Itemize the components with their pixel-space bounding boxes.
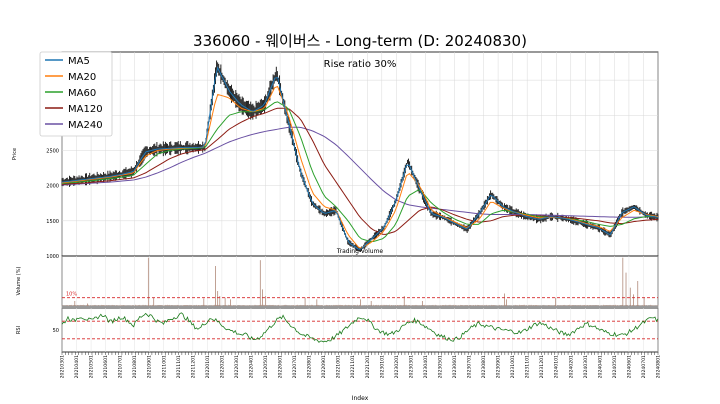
- x-tick-label: 20210801: [132, 355, 138, 378]
- x-minor-ticks: [61, 352, 659, 355]
- x-tick-label: 20210701: [118, 355, 124, 378]
- price-tick-label: 1000: [46, 254, 59, 260]
- x-tick-label: 20240601: [626, 355, 632, 378]
- rsi-panel: 50 RSI: [16, 307, 659, 353]
- price-panel: 100015002000250030003500PriceMA5MA20MA60…: [12, 51, 659, 260]
- x-tick-label: 20230801: [481, 355, 487, 378]
- x-tick-label: 20221101: [350, 355, 356, 378]
- series-ma240: [61, 126, 659, 218]
- x-tick-label: 20231101: [525, 355, 531, 378]
- x-tick-label: 20210401: [74, 355, 80, 378]
- volume-axis-label: Volume (%): [16, 267, 22, 296]
- x-tick-label: 20230901: [496, 355, 502, 378]
- x-tick-label: 20220101: [205, 355, 211, 378]
- legend-label-ma120: MA120: [68, 104, 103, 115]
- series-ma5: [61, 66, 659, 250]
- x-tick-label: 20230101: [379, 355, 385, 378]
- chart-title: 336060 - 웨이버스 - Long-term (D: 20240830): [193, 32, 527, 50]
- x-tick-label: 20210901: [147, 355, 153, 378]
- rsi-axis-label: RSI: [16, 326, 22, 334]
- rsi-frame: [61, 307, 659, 353]
- rsi-line: [61, 312, 659, 343]
- x-tick-label: 20240801: [656, 355, 662, 378]
- x-tick-label: 20231201: [539, 355, 545, 378]
- x-tick-label: 20240501: [612, 355, 618, 378]
- price-axis-label: Price: [12, 148, 18, 160]
- x-tick-label: 20220701: [292, 355, 298, 378]
- price-candles: [61, 60, 659, 253]
- x-tick-label: 20210501: [89, 355, 95, 378]
- x-tick-label: 20220501: [263, 355, 269, 378]
- x-tick-label: 20230201: [394, 355, 400, 378]
- x-tick-label: 20240701: [641, 355, 647, 378]
- rise-ratio-annotation: Rise ratio 30%: [324, 59, 397, 70]
- legend-label-ma60: MA60: [68, 88, 96, 99]
- trading-volume-overlay-label: Trading Volume: [336, 248, 384, 255]
- series-ma20: [61, 85, 659, 249]
- x-tick-label: 20221201: [365, 355, 371, 378]
- x-tick-label: 20220801: [307, 355, 313, 378]
- volume-panel: 10% Volume (%): [16, 255, 659, 307]
- x-tick-label: 20220901: [321, 355, 327, 378]
- x-tick-label: 20210301: [60, 355, 66, 378]
- x-tick-label: 20230301: [408, 355, 414, 378]
- x-tick-label: 20230501: [437, 355, 443, 378]
- x-axis-label: Index: [352, 395, 369, 402]
- volume-frame: [61, 255, 659, 307]
- x-tick-label: 20240401: [597, 355, 603, 378]
- x-tick-label: 20221001: [336, 355, 342, 378]
- x-tick-label: 20240101: [554, 355, 560, 378]
- legend-box: [39, 51, 113, 137]
- x-tick-label: 20230401: [423, 355, 429, 378]
- legend-label-ma240: MA240: [68, 120, 103, 131]
- chart-legend: MA5 MA20 MA60 MA120 MA240: [39, 51, 113, 137]
- x-tick-label: 20231001: [510, 355, 516, 378]
- x-tick-label: 20220401: [248, 355, 254, 378]
- x-tick-label: 20230601: [452, 355, 458, 378]
- x-tick-label: 20240201: [568, 355, 574, 378]
- x-axis: 20210301 20210401 20210501 20210601 20210701…: [60, 352, 662, 402]
- x-tick-label: 20220301: [234, 355, 240, 378]
- price-tick-label: 2000: [46, 184, 59, 190]
- legend-label-ma5: MA5: [68, 56, 90, 67]
- x-tick-label: 20211101: [176, 355, 182, 378]
- legend-label-ma20: MA20: [68, 72, 96, 83]
- x-tick-label: 20220601: [278, 355, 284, 378]
- x-tick-label: 20211201: [190, 355, 196, 378]
- x-tick-label: 20210601: [103, 355, 109, 378]
- price-tick-label: 2500: [46, 148, 59, 154]
- x-tick-label: 20230701: [467, 355, 473, 378]
- x-tick-label: 20211001: [161, 355, 167, 378]
- price-frame: [61, 51, 659, 257]
- rsi-tick-label: 50: [53, 328, 59, 334]
- x-tick-label: 20240301: [583, 355, 589, 378]
- volume-threshold-label: 10%: [66, 292, 77, 298]
- x-tick-label: 20220201: [219, 355, 225, 378]
- price-tick-label: 1500: [46, 219, 59, 225]
